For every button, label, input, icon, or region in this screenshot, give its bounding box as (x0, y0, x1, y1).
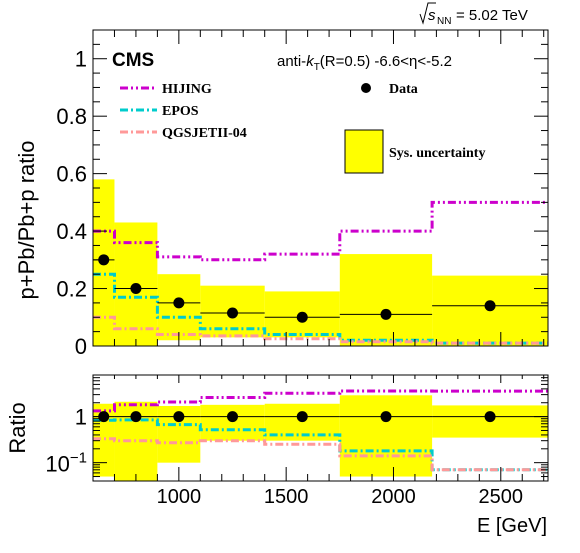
energy-sub: NN (437, 16, 451, 27)
bottom-data-point (296, 411, 308, 423)
selection-label: anti-kT(R=0.5) -6.6<η<-5.2 (277, 53, 452, 73)
bottom-frame (92, 374, 549, 482)
energy-label: s NN = 5.02 TeV (419, 2, 528, 27)
cms-label: CMS (112, 50, 154, 71)
top-data-point (484, 300, 496, 312)
bottom-data-point (173, 411, 185, 423)
top-ytick-label: 0 (75, 334, 87, 359)
top-data-point (380, 308, 392, 320)
top-data-point (227, 307, 239, 319)
top-ylabel: p+Pb/Pb+p ratio (14, 140, 39, 299)
legend-epos: EPOS (162, 104, 199, 119)
legend-qgsjet: QGSJETII-04 (162, 126, 247, 141)
top-data-point (98, 254, 110, 266)
bottom-sys-band (339, 395, 433, 477)
top-data-point (296, 311, 308, 323)
top-data-point (130, 283, 142, 295)
top-sys-bands (93, 179, 548, 346)
legend-hijing: HIJING (162, 82, 212, 97)
bottom-ytick-label: 1 (75, 405, 87, 430)
top-ytick-label: 0.2 (56, 277, 87, 302)
legend-sys: Sys. uncertainty (389, 146, 485, 161)
bottom-ylabel: Ratio (5, 402, 30, 453)
top-model-series (93, 200, 548, 345)
energy-value: = 5.02 TeV (456, 7, 528, 24)
legend: HIJING EPOS QGSJETII-04 Data Sys. uncert… (120, 82, 485, 174)
bottom-sys-band (200, 404, 265, 441)
bottom-data-point (380, 411, 392, 423)
bottom-sys-band (93, 403, 115, 477)
bottom-sys-bands (93, 395, 548, 481)
bottom-series-hijing (93, 389, 548, 413)
bottom-series-qgsjetii-04 (93, 437, 548, 472)
top-panel: 0 0.2 0.4 0.6 0.8 1 CMS anti-kT(R=0.5) -6.6<η… (14, 29, 549, 359)
bottom-data-points (93, 411, 548, 423)
top-axes: 0 0.2 0.4 0.6 0.8 1 (56, 30, 548, 359)
bottom-xtick-label: 1000 (157, 486, 202, 508)
bottom-model-series (93, 389, 548, 472)
top-ytick-label: 1 (75, 47, 87, 72)
legend-data: Data (389, 82, 418, 97)
top-ytick-label: 0.4 (56, 219, 87, 244)
top-series-hijing (93, 200, 548, 262)
top-ytick-label: 0.8 (56, 104, 87, 129)
top-sys-band (339, 254, 433, 346)
bottom-axes: 1 10−1 1000 1500 2000 2500 (45, 375, 548, 508)
top-series-qgsjetii-04 (93, 315, 548, 345)
bottom-xtick-label: 1500 (264, 486, 309, 508)
energy-sqrt: s (428, 7, 436, 24)
bottom-data-point (227, 411, 239, 423)
bottom-panel: 1 10−1 1000 1500 2000 2500 Ratio E [GeV] (5, 374, 549, 537)
bottom-series-epos (93, 418, 548, 472)
bottom-data-point (130, 411, 142, 423)
legend-data-marker (361, 83, 371, 93)
bottom-xtick-label: 2000 (371, 486, 416, 508)
xlabel: E [GeV] (477, 515, 547, 537)
bottom-ytick-label: 10−1 (45, 450, 87, 477)
top-data-point (173, 297, 185, 309)
top-data-points (93, 254, 548, 323)
bottom-xtick-label: 2500 (479, 486, 524, 508)
top-ytick-label: 0.6 (56, 162, 87, 187)
legend-sys-box (344, 129, 384, 174)
bottom-data-point (484, 411, 496, 423)
